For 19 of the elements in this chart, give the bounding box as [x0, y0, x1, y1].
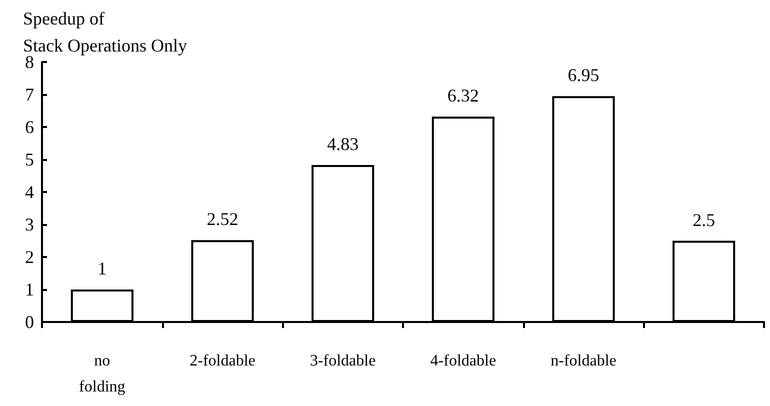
x-tick-label: no folding: [79, 352, 126, 396]
y-tick-label: 1: [25, 280, 34, 300]
y-tick-label: 6: [25, 117, 34, 137]
data-label: 4.83: [327, 134, 359, 154]
data-label: 2.52: [206, 209, 238, 230]
data-label: 6.95: [568, 65, 600, 86]
x-tick-label: 4-foldable: [430, 352, 496, 370]
y-tick-label: 3: [25, 214, 34, 234]
data-label: 1: [98, 258, 107, 278]
x-tick-label: 3-foldable: [310, 352, 376, 370]
data-label: 6.32: [447, 86, 479, 106]
y-tick-label: 2: [25, 247, 34, 267]
x-tick-label: n-foldable: [550, 352, 616, 370]
y-tick-label: 0: [25, 312, 34, 332]
y-tick-label: 4: [25, 182, 34, 202]
y-tick-label: 7: [25, 84, 34, 104]
x-tick-label: 2-foldable: [190, 352, 256, 370]
data-label: 2.5: [692, 210, 716, 230]
y-tick-label: 5: [25, 150, 34, 170]
